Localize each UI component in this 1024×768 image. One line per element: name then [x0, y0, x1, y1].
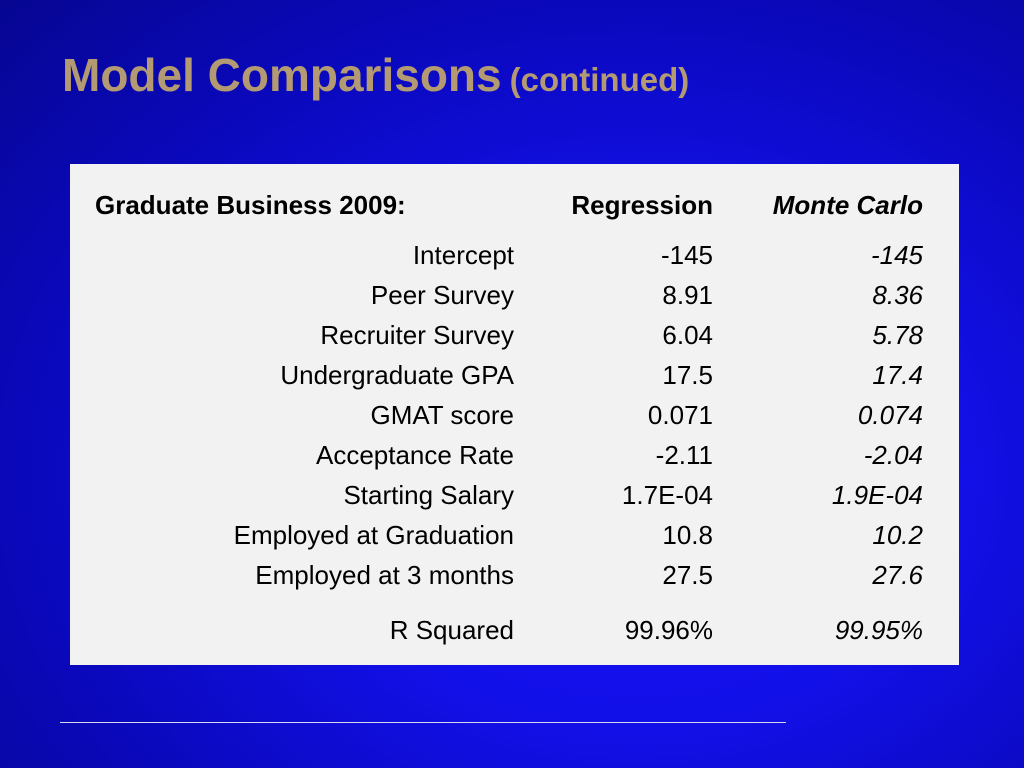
- table-row: Peer Survey 8.91 8.36: [0, 277, 1024, 313]
- table-header-monte-carlo: Monte Carlo: [772, 190, 923, 220]
- slide-title-main: Model Comparisons: [62, 49, 502, 101]
- row-monte-carlo-value: -145: [870, 240, 923, 270]
- row-regression-value: 17.5: [662, 360, 713, 390]
- slide-title-sub: (continued): [509, 61, 690, 98]
- table-row: Acceptance Rate -2.11 -2.04: [0, 437, 1024, 473]
- row-regression-value: 8.91: [662, 280, 713, 310]
- row-monte-carlo-value: 10.2: [872, 520, 923, 550]
- row-monte-carlo-value: -2.04: [863, 440, 923, 470]
- table-row: Employed at 3 months 27.5 27.6: [0, 557, 1024, 593]
- table-row: GMAT score 0.071 0.074: [0, 397, 1024, 433]
- row-monte-carlo-value: 27.6: [872, 560, 923, 590]
- footer-divider: [60, 722, 786, 723]
- r-squared-row: R Squared 99.96% 99.95%: [0, 612, 1024, 648]
- row-label: Peer Survey: [370, 280, 514, 310]
- row-regression-value: 0.071: [647, 400, 713, 430]
- row-regression-value: 27.5: [662, 560, 713, 590]
- table-header-label: Graduate Business 2009:: [95, 190, 406, 220]
- row-regression-value: 10.8: [662, 520, 713, 550]
- slide-title: Model Comparisons (continued): [62, 52, 689, 98]
- table-row: Intercept -145 -145: [0, 237, 1024, 273]
- table-row: Undergraduate GPA 17.5 17.4: [0, 357, 1024, 393]
- row-regression-value: -145: [660, 240, 713, 270]
- row-monte-carlo-value: 1.9E-04: [831, 480, 923, 510]
- row-monte-carlo-value: 5.78: [872, 320, 923, 350]
- row-label: Undergraduate GPA: [280, 360, 514, 390]
- row-regression-value: 1.7E-04: [621, 480, 713, 510]
- row-label: GMAT score: [370, 400, 514, 430]
- comparison-table-panel: [70, 164, 959, 665]
- row-label: Starting Salary: [343, 480, 514, 510]
- table-row: Employed at Graduation 10.8 10.2: [0, 517, 1024, 553]
- row-label: Acceptance Rate: [315, 440, 514, 470]
- row-label: Employed at Graduation: [233, 520, 514, 550]
- r-squared-monte-carlo-value: 99.95%: [834, 615, 923, 645]
- table-row: Recruiter Survey 6.04 5.78: [0, 317, 1024, 353]
- r-squared-regression-value: 99.96%: [624, 615, 713, 645]
- row-label: Intercept: [412, 240, 514, 270]
- r-squared-label: R Squared: [389, 615, 514, 645]
- row-monte-carlo-value: 0.074: [857, 400, 923, 430]
- row-monte-carlo-value: 17.4: [872, 360, 923, 390]
- row-monte-carlo-value: 8.36: [872, 280, 923, 310]
- row-regression-value: 6.04: [662, 320, 713, 350]
- row-label: Recruiter Survey: [320, 320, 514, 350]
- table-header-regression: Regression: [571, 190, 713, 220]
- row-label: Employed at 3 months: [255, 560, 514, 590]
- table-row: Starting Salary 1.7E-04 1.9E-04: [0, 477, 1024, 513]
- row-regression-value: -2.11: [655, 440, 713, 470]
